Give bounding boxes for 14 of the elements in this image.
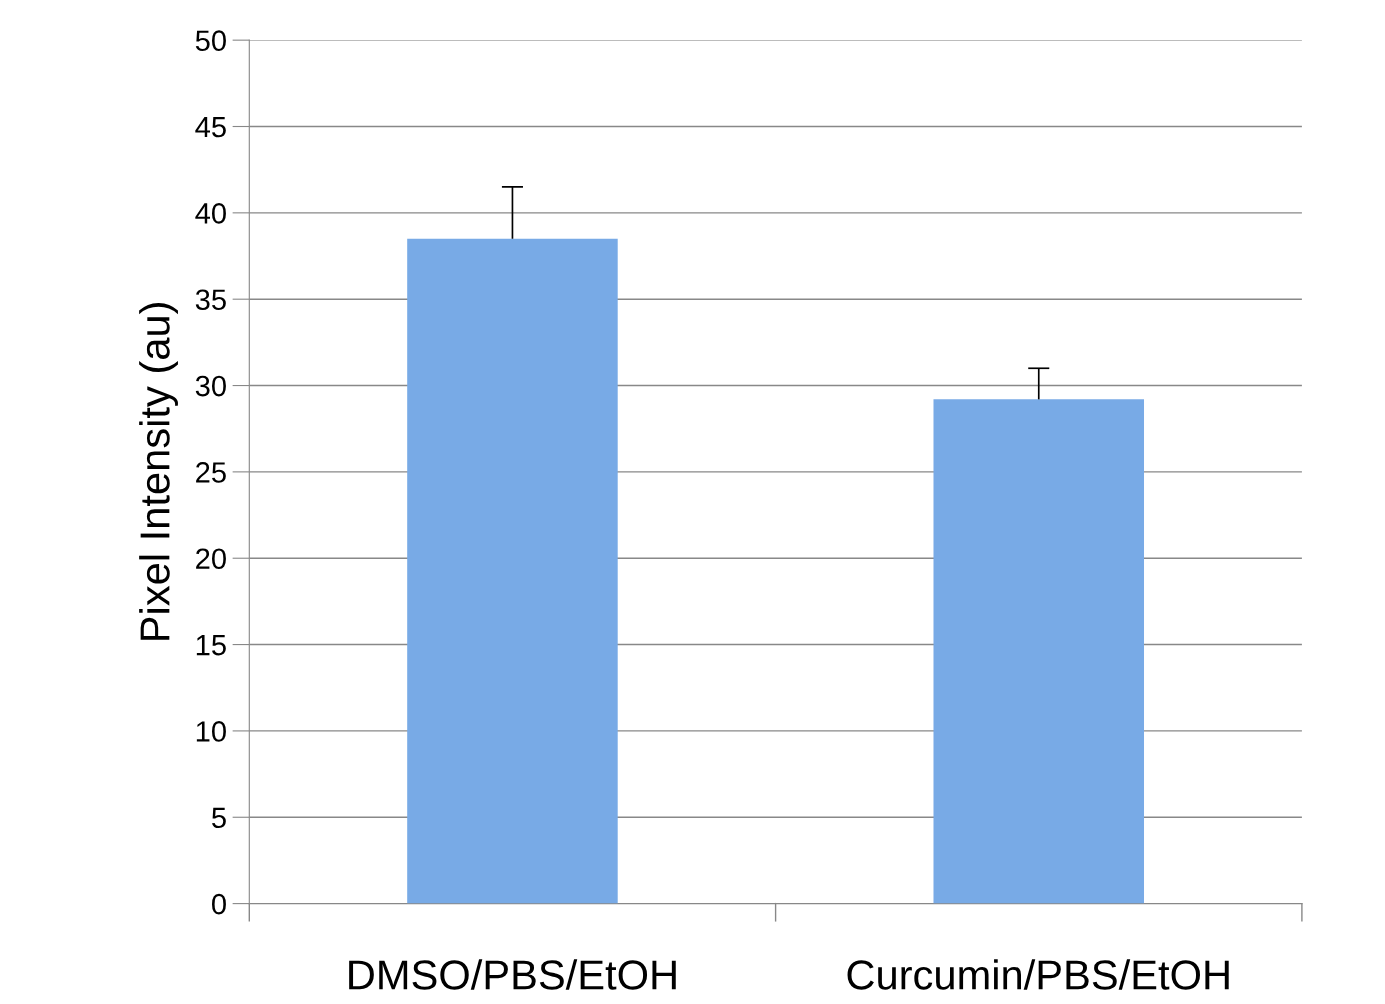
y-tick-label: 50 [195,30,226,52]
y-tick-label: 45 [195,117,226,138]
y-tick-label: 40 [195,203,226,224]
y-tick-label: 20 [196,548,226,570]
y-tick-label: 25 [196,462,226,483]
x-tick-label: Curcumin/PBS/EtOH [847,959,1229,990]
y-tick-label: 5 [212,807,226,829]
y-axis-title: Pixel Intensity (au) [139,303,178,640]
y-tick-label: 15 [196,635,226,656]
x-tick-label: DMSO/PBS/EtOH [349,959,676,990]
y-tick-label: 0 [212,893,226,915]
y-tick-label: 30 [195,375,226,397]
y-tick-label: 35 [195,289,226,311]
y-tick-label: 10 [196,721,226,742]
